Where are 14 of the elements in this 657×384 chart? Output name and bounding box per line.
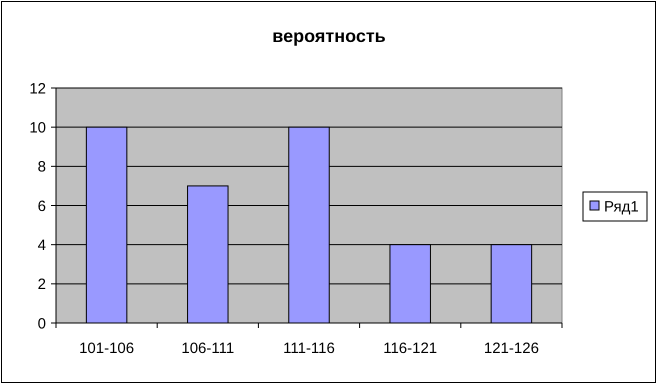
y-tick-label: 0 xyxy=(38,315,46,332)
y-tick-label: 8 xyxy=(38,158,46,176)
chart-title: вероятность xyxy=(272,26,386,46)
y-tick-label: 4 xyxy=(38,236,46,254)
y-tick-label: 2 xyxy=(38,276,46,294)
x-tick-label: 121-126 xyxy=(484,340,539,357)
y-tick-label: 6 xyxy=(38,198,46,215)
x-tick-label: 111-116 xyxy=(283,340,335,357)
x-tick-label: 101-106 xyxy=(79,340,134,357)
x-tick-label: 116-121 xyxy=(383,340,438,357)
legend-label: Ряд1 xyxy=(604,198,639,216)
y-tick-label: 12 xyxy=(29,80,46,98)
x-tick-label: 106-111 xyxy=(181,340,234,357)
y-tick-label: 10 xyxy=(29,119,46,136)
